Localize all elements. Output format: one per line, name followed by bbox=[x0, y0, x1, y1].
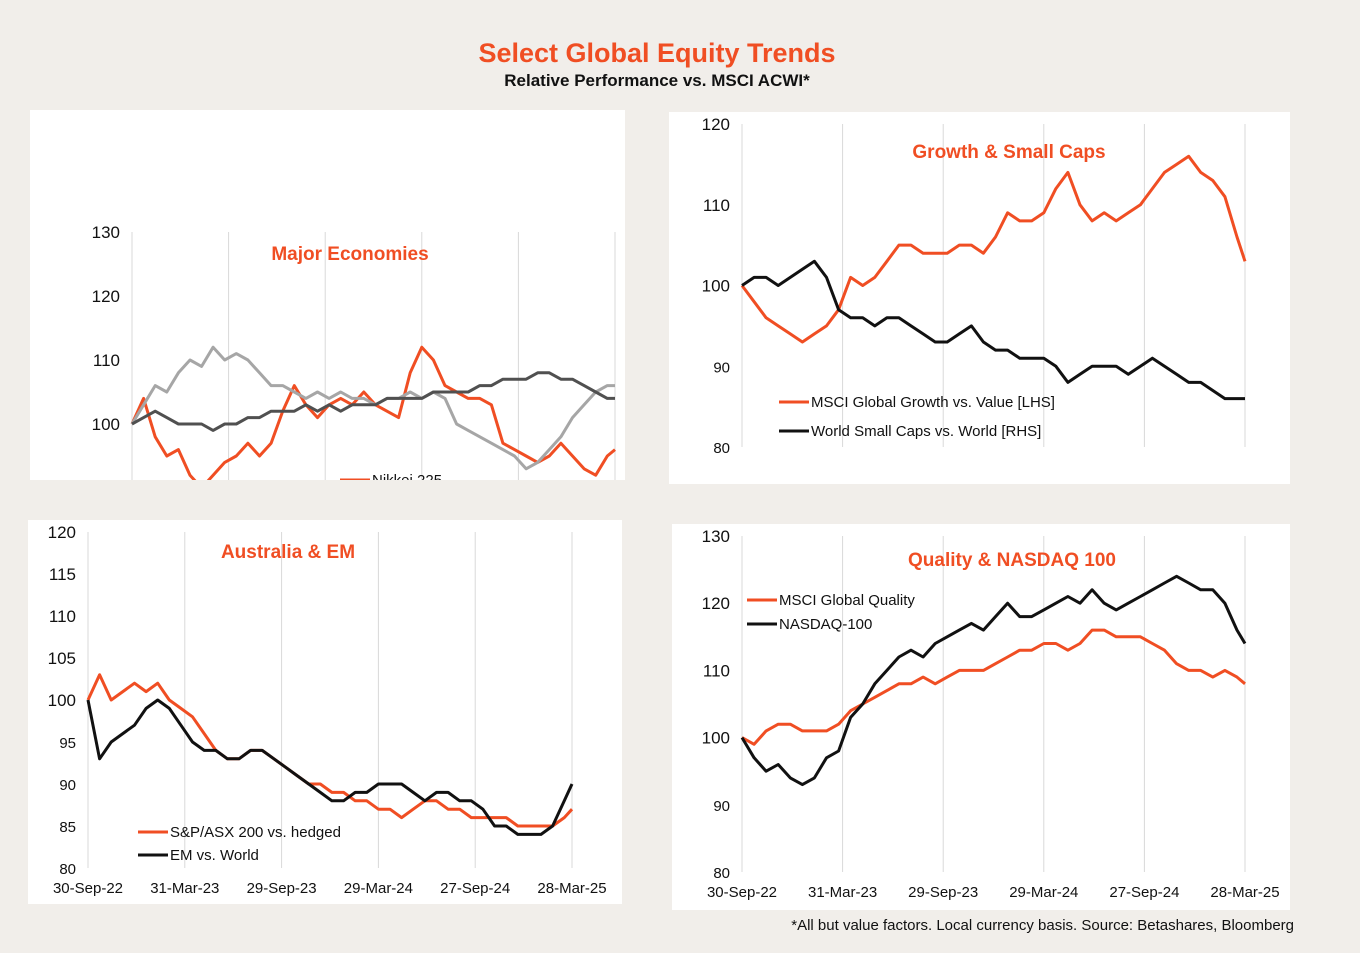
y-tick-label: 100 bbox=[702, 277, 730, 296]
y-tick-label: 100 bbox=[702, 729, 730, 748]
y-tick-label: 85 bbox=[59, 819, 76, 836]
series-line bbox=[740, 154, 1247, 344]
y-tick-label: 80 bbox=[713, 440, 730, 457]
page-subtitle: Relative Performance vs. MSCI ACWI* bbox=[504, 71, 810, 90]
x-tick-label: 28-Mar-25 bbox=[537, 880, 606, 897]
chart-svg: 80 85 90 95 100 105 110 115 120 30-Sep-22 31-Mar-2… bbox=[48, 523, 607, 897]
x-tick-label: 30-Sep-22 bbox=[707, 884, 777, 901]
legend-label: S&P/ASX 200 vs. hedged bbox=[170, 824, 341, 841]
series-line bbox=[130, 345, 616, 480]
series-line bbox=[131, 371, 615, 432]
y-tick-label: 120 bbox=[702, 115, 730, 134]
y-tick-label: 90 bbox=[713, 359, 730, 376]
y-tick-label: 95 bbox=[59, 735, 76, 752]
legend-label: NASDAQ-100 bbox=[779, 616, 872, 633]
y-tick-label: 90 bbox=[59, 777, 76, 794]
series-line bbox=[741, 259, 1245, 401]
y-tick-label: 105 bbox=[48, 649, 76, 668]
x-tick-label: 31-Mar-23 bbox=[808, 884, 877, 901]
legend-label: Nikkei 225 bbox=[372, 472, 442, 480]
y-tick-label: 90 bbox=[101, 479, 120, 480]
series-line bbox=[740, 574, 1247, 787]
y-tick-label: 120 bbox=[48, 523, 76, 542]
series-line bbox=[86, 673, 574, 828]
y-tick-label: 100 bbox=[92, 415, 120, 434]
legend-label: MSCI Global Growth vs. Value [LHS] bbox=[811, 394, 1055, 411]
series-line bbox=[130, 345, 615, 471]
chart-title: Quality & NASDAQ 100 bbox=[908, 550, 1116, 571]
chart-svg: 80 90 100 110 120 Growth & Small Caps MSCI Glo… bbox=[702, 115, 1247, 457]
legend-label: MSCI Global Quality bbox=[779, 592, 915, 609]
series-line bbox=[741, 628, 1246, 746]
y-tick-label: 120 bbox=[92, 287, 120, 306]
x-tick-label: 28-Mar-25 bbox=[1210, 884, 1279, 901]
y-tick-label: 90 bbox=[713, 798, 730, 815]
chart-title: Australia & EM bbox=[221, 542, 355, 563]
panel-australia-em: 80 85 90 95 100 105 110 115 120 30-Sep-22 31-Mar-2… bbox=[28, 520, 622, 904]
y-tick-label: 115 bbox=[49, 565, 76, 584]
y-tick-label: 130 bbox=[702, 527, 730, 546]
y-tick-label: 120 bbox=[702, 594, 730, 613]
x-tick-label: 27-Sep-24 bbox=[440, 880, 510, 897]
chart-title: Growth & Small Caps bbox=[912, 142, 1105, 163]
legend-label: EM vs. World bbox=[170, 847, 259, 864]
panel-quality-nasdaq: 80 90 100 110 120 130 30-Sep-22 31-Mar-23 29-Sep… bbox=[672, 524, 1290, 910]
footnote: *All but value factors. Local currency b… bbox=[791, 917, 1294, 934]
x-tick-label: 30-Sep-22 bbox=[53, 880, 123, 897]
panel-growth-small-caps: 80 90 100 110 120 Growth & Small Caps MSCI Glo… bbox=[669, 112, 1290, 484]
legend-label: World Small Caps vs. World [RHS] bbox=[811, 423, 1041, 440]
y-tick-label: 80 bbox=[59, 861, 76, 878]
x-tick-label: 29-Mar-24 bbox=[1009, 884, 1078, 901]
y-tick-label: 130 bbox=[92, 223, 120, 242]
chart-svg: 8090100110120130Major EconomiesNikkei 22… bbox=[92, 223, 616, 480]
y-tick-label: 80 bbox=[713, 865, 730, 882]
y-tick-label: 110 bbox=[49, 607, 76, 626]
chart-title: Major Economies bbox=[271, 244, 428, 265]
y-tick-label: 110 bbox=[703, 196, 730, 215]
chart-svg: 80 90 100 110 120 130 30-Sep-22 31-Mar-23 29-Sep… bbox=[702, 527, 1280, 901]
x-tick-label: 29-Mar-24 bbox=[344, 880, 413, 897]
x-tick-label: 29-Sep-23 bbox=[908, 884, 978, 901]
y-tick-label: 100 bbox=[48, 691, 76, 710]
panel-major-economies: 8090100110120130Major EconomiesNikkei 22… bbox=[30, 110, 625, 480]
x-tick-label: 29-Sep-23 bbox=[247, 880, 317, 897]
x-tick-label: 31-Mar-23 bbox=[150, 880, 219, 897]
x-tick-label: 27-Sep-24 bbox=[1109, 884, 1179, 901]
page-title: Select Global Equity Trends bbox=[478, 38, 836, 68]
y-tick-label: 110 bbox=[703, 661, 730, 680]
y-tick-label: 110 bbox=[93, 351, 120, 370]
series-line bbox=[86, 698, 574, 836]
